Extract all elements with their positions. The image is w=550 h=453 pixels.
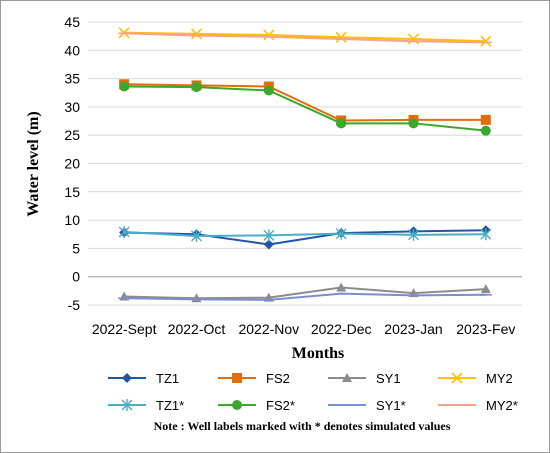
data-point — [263, 239, 274, 250]
data-point — [480, 114, 491, 125]
data-point — [122, 373, 132, 383]
legend-label: SY1* — [376, 398, 406, 413]
series-line — [124, 85, 486, 132]
data-point — [336, 118, 347, 129]
legend-label: FS2* — [266, 398, 295, 413]
legend-item: MY2 — [438, 371, 513, 386]
data-point — [119, 81, 130, 92]
legend-item: TZ1 — [108, 371, 179, 386]
series-my2-sim — [118, 32, 492, 44]
series-line — [124, 83, 486, 122]
legend-item: MY2* — [438, 398, 518, 413]
y-tick-label: 10 — [64, 212, 80, 228]
series-my2 — [118, 27, 492, 47]
data-point — [342, 373, 352, 382]
series-tz1-sim — [118, 225, 492, 242]
y-tick-label: 5 — [72, 240, 80, 256]
data-point — [263, 229, 275, 242]
legend-label: SY1 — [376, 371, 401, 386]
legend-item: SY1* — [328, 398, 406, 413]
data-point — [335, 31, 347, 43]
legend-item: FS2* — [218, 398, 295, 413]
x-tick-label: 2022-Nov — [238, 321, 299, 337]
series-fs2-sim — [119, 81, 491, 136]
note-text: Note : Well labels marked with * denotes… — [154, 419, 451, 433]
data-point — [407, 33, 420, 45]
x-axis-title: Months — [292, 345, 344, 362]
series-line — [124, 230, 486, 237]
y-tick-label: 40 — [64, 42, 80, 58]
data-point-stroke — [480, 35, 492, 47]
y-tick-label: 45 — [64, 14, 80, 30]
series-line — [124, 292, 486, 301]
gridlines — [88, 21, 522, 306]
series-tz1 — [119, 225, 491, 250]
x-tick-label: 2022-Sept — [92, 321, 157, 337]
y-axis-title: Water level (m) — [25, 111, 42, 216]
legend-label: MY2* — [486, 398, 518, 413]
series-line — [124, 32, 486, 44]
legend-label: MY2 — [486, 371, 513, 386]
y-tick-label: 20 — [64, 156, 80, 172]
y-tick-label: -5 — [68, 297, 81, 313]
x-tick-label: 2022-Dec — [311, 321, 372, 337]
data-point — [190, 28, 203, 40]
legend-item: SY1 — [328, 371, 401, 386]
data-point — [480, 35, 492, 47]
data-point — [263, 29, 275, 41]
data-point-stroke — [190, 28, 203, 40]
data-point-stroke — [263, 29, 275, 41]
y-tick-label: 25 — [64, 127, 80, 143]
data-point — [263, 85, 274, 96]
data-point — [451, 372, 463, 384]
data-point — [480, 125, 491, 136]
legend-label: TZ1 — [156, 371, 179, 386]
x-tick-label: 2023-Jan — [384, 321, 442, 337]
series-line — [124, 31, 486, 43]
data-point — [408, 118, 419, 129]
data-point — [191, 82, 202, 93]
x-tick-label: 2022-Oct — [168, 321, 226, 337]
series-line — [124, 229, 486, 246]
legend-label: FS2 — [266, 371, 290, 386]
data-point-stroke — [407, 33, 420, 45]
series-sy1-sim — [118, 292, 492, 301]
data-point — [232, 373, 242, 383]
legend-item: FS2 — [218, 371, 290, 386]
data-point — [480, 284, 491, 294]
data-point — [232, 400, 242, 410]
y-tick-label: 30 — [64, 99, 80, 115]
data-point — [118, 225, 130, 238]
data-point-stroke — [335, 31, 347, 43]
series-line — [124, 286, 486, 300]
data-point — [335, 227, 347, 240]
data-point — [121, 399, 133, 411]
legend-item: TZ1* — [108, 398, 184, 413]
legend-label: TZ1* — [156, 398, 184, 413]
data-point — [408, 228, 419, 241]
data-point — [336, 282, 347, 292]
data-point — [191, 229, 202, 242]
y-tick-label: 35 — [64, 71, 80, 87]
x-tick-label: 2023-Fev — [456, 321, 515, 337]
y-tick-label: 15 — [64, 184, 80, 200]
data-point-stroke — [451, 372, 463, 384]
data-point — [480, 228, 492, 241]
y-tick-label: 0 — [72, 269, 80, 285]
